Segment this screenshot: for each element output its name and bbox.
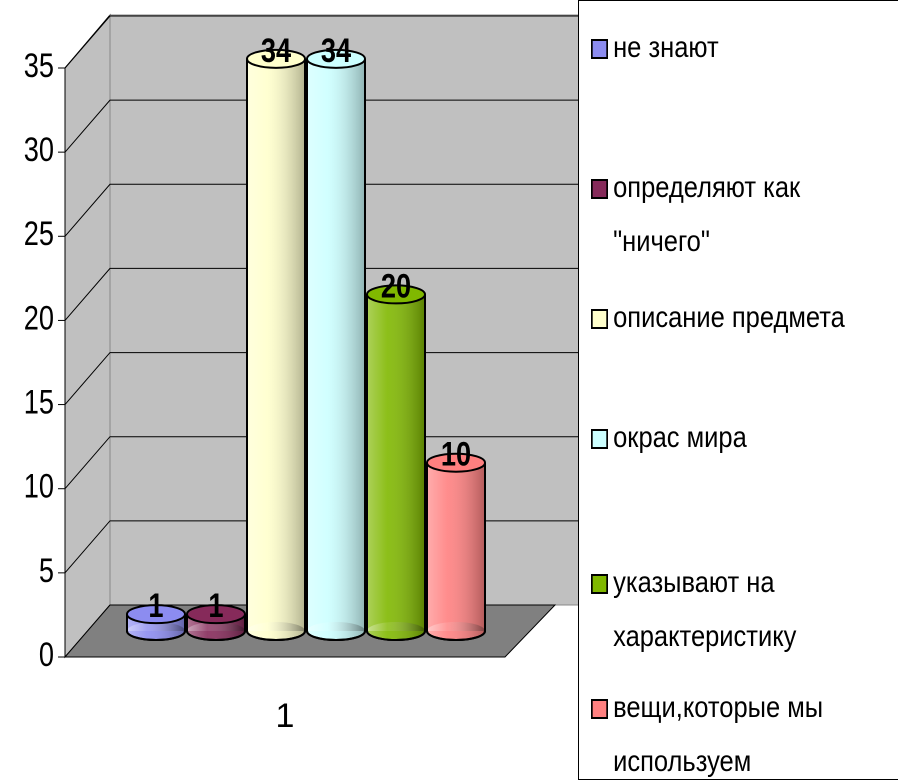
legend-swatch bbox=[591, 309, 608, 329]
data-label: 34 bbox=[321, 31, 351, 70]
bar-bottom bbox=[367, 622, 425, 640]
legend-item: вещи,которые мы используем bbox=[591, 681, 846, 782]
y-tick-label: 15 bbox=[24, 383, 54, 422]
data-label: 10 bbox=[441, 435, 471, 474]
bar-outline bbox=[306, 58, 366, 641]
bar-top bbox=[426, 452, 486, 473]
bar-bottom bbox=[127, 622, 185, 640]
bar-outline bbox=[426, 462, 486, 641]
chart: 0 5 10 15 20 25 30 35 1 1 34 34 20 10 1 bbox=[24, 13, 581, 735]
bar-top bbox=[246, 48, 306, 69]
data-label: 1 bbox=[208, 586, 223, 625]
legend-item: окрас мира bbox=[591, 411, 846, 465]
y-tick-label: 10 bbox=[24, 467, 54, 506]
bar-bottom bbox=[247, 622, 305, 640]
bar-outline bbox=[246, 58, 306, 641]
bar-bottom bbox=[427, 622, 485, 640]
legend-item: не знают bbox=[591, 21, 846, 75]
legend-item: определяют как "ничего" bbox=[591, 161, 846, 269]
data-label: 34 bbox=[261, 31, 291, 70]
y-tick-label: 20 bbox=[24, 298, 54, 337]
bar-outline bbox=[126, 614, 186, 641]
bar-outline bbox=[186, 614, 246, 641]
y-tick-label: 5 bbox=[39, 551, 54, 590]
y-tick-label: 35 bbox=[24, 46, 54, 85]
y-tick-label: 25 bbox=[24, 214, 54, 253]
legend-swatch bbox=[591, 39, 608, 59]
bar bbox=[246, 48, 306, 641]
bar-top bbox=[366, 284, 426, 305]
bar-top bbox=[186, 604, 246, 625]
legend-swatch bbox=[591, 574, 608, 594]
bar bbox=[306, 48, 366, 641]
bar-shade bbox=[247, 58, 305, 632]
legend: не знают определяют как "ничего" описание … bbox=[578, 0, 898, 780]
side-wall bbox=[64, 13, 111, 659]
data-label: 20 bbox=[381, 266, 411, 305]
legend-item: указывают на характеристику bbox=[591, 556, 846, 664]
legend-swatch bbox=[591, 179, 608, 199]
x-tick-label: 1 bbox=[276, 697, 295, 735]
grid-line bbox=[64, 99, 580, 153]
bar-shade bbox=[427, 462, 485, 631]
data-label: 1 bbox=[148, 586, 163, 625]
y-tick-label: 30 bbox=[24, 130, 54, 169]
bar-outline bbox=[366, 294, 426, 641]
bar-shade bbox=[367, 294, 425, 631]
legend-item: описание предмета bbox=[591, 291, 846, 345]
legend-label: указывают на характеристику bbox=[613, 566, 797, 653]
y-tick-label: 0 bbox=[39, 635, 54, 674]
legend-label: не знают bbox=[613, 31, 719, 64]
grid-line bbox=[64, 15, 580, 69]
bar-top bbox=[126, 604, 186, 625]
legend-label: определяют как "ничего" bbox=[613, 171, 801, 258]
grid-line bbox=[64, 183, 580, 237]
bar bbox=[126, 604, 186, 641]
bar bbox=[426, 452, 486, 641]
legend-label: вещи,которые мы используем bbox=[613, 691, 824, 778]
legend-swatch bbox=[591, 699, 608, 719]
bar-bottom bbox=[187, 622, 245, 640]
bar-shade bbox=[307, 58, 365, 632]
legend-swatch bbox=[591, 429, 608, 449]
legend-label: окрас мира bbox=[613, 421, 747, 454]
bar-top bbox=[306, 48, 366, 69]
bar bbox=[366, 284, 426, 641]
legend-label: описание предмета bbox=[613, 301, 845, 334]
bar-bottom bbox=[307, 622, 365, 640]
bar bbox=[186, 604, 246, 641]
grid-line bbox=[64, 267, 580, 321]
